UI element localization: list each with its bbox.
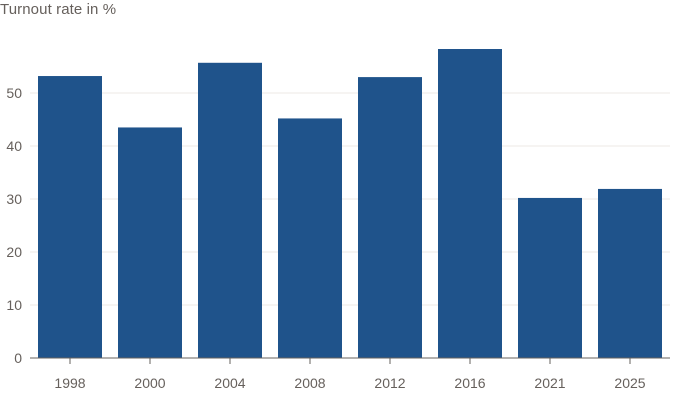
x-tick-label: 2021 xyxy=(534,375,565,391)
x-tick-label: 2025 xyxy=(614,375,645,391)
y-tick-label: 0 xyxy=(14,350,22,366)
bar-2016 xyxy=(438,49,502,358)
bar-2021 xyxy=(518,197,582,358)
x-tick-label: 2016 xyxy=(454,375,485,391)
y-tick-label: 10 xyxy=(6,297,22,313)
bars xyxy=(38,49,662,358)
bar-1998 xyxy=(38,76,102,358)
x-tick-label: 1998 xyxy=(54,375,85,391)
bar-2000 xyxy=(118,127,182,358)
y-tick-label: 40 xyxy=(6,138,22,154)
x-tick-label: 2004 xyxy=(214,375,245,391)
y-tick-label: 50 xyxy=(6,85,22,101)
x-tick-label: 2000 xyxy=(134,375,165,391)
y-tick-label: 30 xyxy=(6,191,22,207)
y-tick-label: 20 xyxy=(6,244,22,260)
bar-2008 xyxy=(278,118,342,358)
chart-title: Turnout rate in % xyxy=(0,1,117,18)
bar-2012 xyxy=(358,77,422,358)
axes: 0 10 20 30 40 50 1998 2000 2004 2008 2012 2016 2021 2… xyxy=(6,85,670,391)
x-tick-label: 2012 xyxy=(374,375,405,391)
x-tick-label: 2008 xyxy=(294,375,325,391)
bar-2025 xyxy=(598,188,662,358)
bar-2004 xyxy=(198,62,262,358)
